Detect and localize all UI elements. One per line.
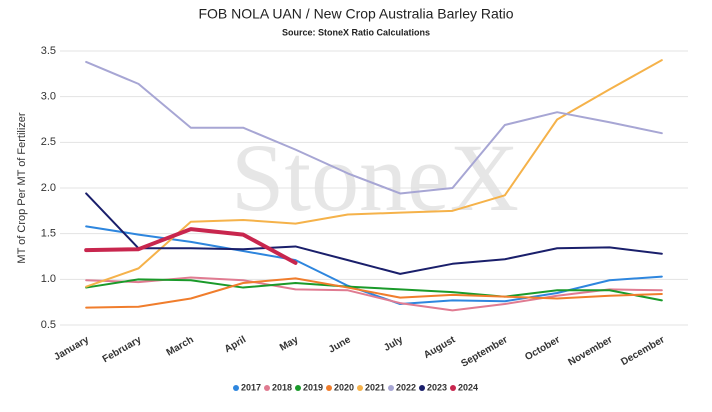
legend-label: 2020	[334, 382, 354, 392]
y-tick-label: 2.0	[41, 182, 56, 194]
series-line	[85, 60, 663, 195]
legend-swatch	[388, 385, 394, 391]
legend-swatch	[326, 385, 332, 391]
y-tick-label: 3.0	[41, 91, 56, 103]
x-tick-label: April	[223, 334, 248, 355]
legend-swatch	[419, 385, 425, 391]
x-tick-label: November	[566, 334, 614, 368]
series-line	[85, 192, 663, 275]
legend-label: 2023	[427, 382, 447, 392]
legend-swatch	[264, 385, 270, 391]
y-tick-label: 1.5	[41, 228, 56, 240]
y-tick-label: 0.5	[41, 319, 56, 331]
y-tick-label: 3.5	[41, 45, 56, 57]
x-tick-label: June	[327, 334, 353, 355]
series-line	[84, 227, 298, 265]
legend-swatch	[450, 385, 456, 391]
x-tick-label: May	[278, 334, 301, 353]
x-tick-label: December	[619, 334, 666, 368]
legend-swatch	[357, 385, 363, 391]
legend-label: 2017	[241, 382, 261, 392]
legend-label: 2024	[458, 382, 478, 392]
legend-swatch	[233, 385, 239, 391]
series-line	[85, 278, 663, 302]
y-tick-label: 1.0	[41, 273, 56, 285]
x-tick-label: October	[523, 334, 562, 363]
legend-label: 2021	[365, 382, 385, 392]
chart-subtitle: Source: StoneX Ratio Calculations	[282, 27, 430, 37]
x-tick-label: July	[382, 334, 405, 354]
legend-label: 2022	[396, 382, 416, 392]
x-tick-label: September	[459, 334, 509, 369]
legend-label: 2019	[303, 382, 323, 392]
x-tick-label: August	[422, 334, 458, 361]
x-tick-label: January	[52, 334, 91, 363]
series-line	[85, 277, 663, 309]
y-axis-label: MT of Crop Per MT of Fertilizer	[16, 112, 28, 264]
x-tick-label: February	[101, 334, 144, 365]
x-tick-label: March	[165, 334, 196, 358]
chart-title: FOB NOLA UAN / New Crop Australia Barley…	[198, 6, 513, 22]
legend-swatch	[295, 385, 301, 391]
y-tick-label: 2.5	[41, 136, 56, 148]
legend-label: 2018	[272, 382, 292, 392]
series-line	[85, 276, 663, 312]
